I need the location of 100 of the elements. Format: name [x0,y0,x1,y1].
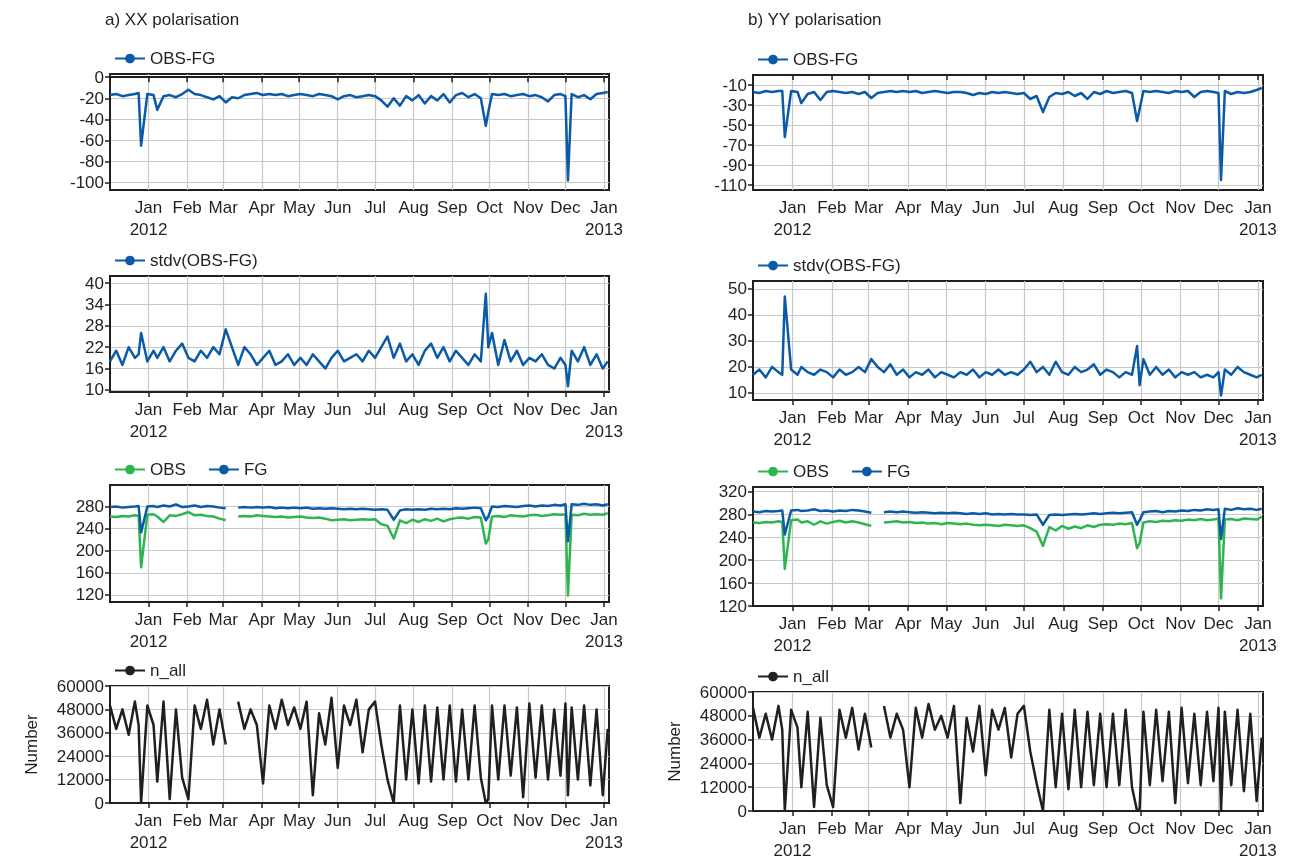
y-tick-label: -30 [722,95,747,115]
x-tick-label: Dec [550,399,582,419]
y-tick-label: 24000 [699,753,747,773]
x-tick-label: Nov [1165,197,1196,217]
x-tick-label: Sep [1087,818,1118,838]
x-tick-label: Sep [1087,197,1118,217]
y-tick-label: -100 [69,173,104,193]
x-tick-label: Jan 2013 [585,810,623,852]
y-tick-label: 48000 [699,706,747,726]
y-tick-label: 240 [75,519,104,539]
x-tick-label: Jul [364,197,386,217]
x-tick-label: Nov [1165,613,1196,633]
x-tick-label: Jan 2013 [1239,407,1277,449]
legend-label: FG [243,460,268,479]
x-tick-label: Sep [437,810,468,830]
x-tick-label: Apr [248,197,276,217]
x-tick-label: Jun [324,399,352,419]
x-tick-label: Jul [364,609,386,629]
y-tick-label: -70 [722,135,747,155]
y-tick-label: 60000 [699,682,747,702]
y-tick-label: -110 [714,175,747,195]
x-tick-label: Jan 2013 [1239,197,1277,239]
x-tick-label: Jul [364,399,386,419]
x-tick-label: Oct [476,609,504,629]
x-tick-label: Mar [208,609,239,629]
y-tick-label: -20 [79,88,104,108]
x-tick-label: Jan 2012 [773,197,812,239]
y-tick-label: 200 [75,541,104,561]
x-tick-label: Aug [398,810,429,830]
y-tick-label: 200 [718,550,747,570]
x-tick-label: Aug [398,399,429,419]
y-tick-label: 36000 [56,723,104,743]
x-tick-label: Jan 2013 [585,197,623,239]
x-tick-label: Aug [1048,613,1079,633]
x-tick-label: Apr [248,399,276,419]
chart-title: a) XX polarisation [105,10,240,29]
y-tick-label: 20 [728,357,747,377]
x-tick-label: Jul [1013,613,1035,633]
x-tick-label: Nov [513,609,544,629]
y-tick-label: 40 [728,305,747,325]
x-tick-label: Jul [1013,818,1035,838]
x-tick-label: Mar [854,818,884,838]
x-tick-label: May [283,399,316,419]
y-tick-label: 28 [85,316,104,336]
legend-label: OBS [793,462,829,481]
y-tick-label: 0 [94,67,104,87]
x-tick-label: Dec [1203,407,1235,427]
x-tick-label: Dec [1203,613,1235,633]
legend-label: stdv(OBS-FG) [793,256,901,275]
x-tick-label: Jun [972,407,1000,427]
x-tick-label: Mar [854,197,884,217]
legend-label: n_all [793,667,829,686]
y-tick-label: -50 [722,115,747,135]
x-tick-label: Jun [324,609,352,629]
x-tick-label: Feb [172,810,202,830]
x-tick-label: Mar [208,399,239,419]
x-tick-label: Nov [513,399,544,419]
x-tick-label: Aug [1048,818,1079,838]
y-tick-label: 240 [718,527,747,547]
x-tick-label: Jun [972,197,1000,217]
x-tick-label: Jan 2012 [129,609,168,651]
x-tick-label: Jun [324,197,352,217]
x-tick-label: Oct [1127,818,1155,838]
x-tick-label: Apr [894,818,922,838]
x-tick-label: Sep [1087,407,1118,427]
x-tick-label: Nov [513,810,544,830]
x-tick-label: Jan 2012 [129,399,168,441]
x-tick-label: Sep [437,609,468,629]
y-tick-label: 34 [85,294,104,314]
y-tick-label: 160 [75,563,104,583]
x-tick-label: Jan 2013 [585,399,623,441]
y-tick-label: 40 [85,273,104,293]
line-series [108,292,610,388]
y-tick-label: 36000 [699,730,747,750]
x-tick-label: Nov [1165,818,1196,838]
x-tick-label: Apr [894,407,922,427]
x-tick-label: Dec [550,197,582,217]
y-tick-label: 0 [737,801,747,821]
y-tick-label: 12000 [699,777,747,797]
line-series [108,88,610,182]
y-tick-label: -80 [79,152,104,172]
chart-title: b) YY polarisation [748,10,882,29]
x-tick-label: Jul [1013,407,1035,427]
x-tick-label: Feb [172,399,202,419]
y-tick-label: 16 [85,359,104,379]
x-tick-label: May [283,609,316,629]
x-tick-label: Feb [817,407,847,427]
y-tick-label: -10 [722,75,747,95]
y-tick-label: 280 [75,497,104,517]
x-tick-label: Sep [1087,613,1118,633]
x-tick-label: May [930,197,963,217]
y-tick-label: 120 [718,596,747,616]
legend-label: n_all [150,661,186,680]
legend-label: OBS-FG [150,49,216,68]
x-tick-label: May [283,810,316,830]
y-tick-label: 120 [75,585,104,605]
x-tick-label: Jan 2012 [129,197,168,239]
y-tick-label: 10 [728,383,747,403]
y-tick-label: 12000 [56,770,104,790]
x-tick-label: Oct [476,399,504,419]
